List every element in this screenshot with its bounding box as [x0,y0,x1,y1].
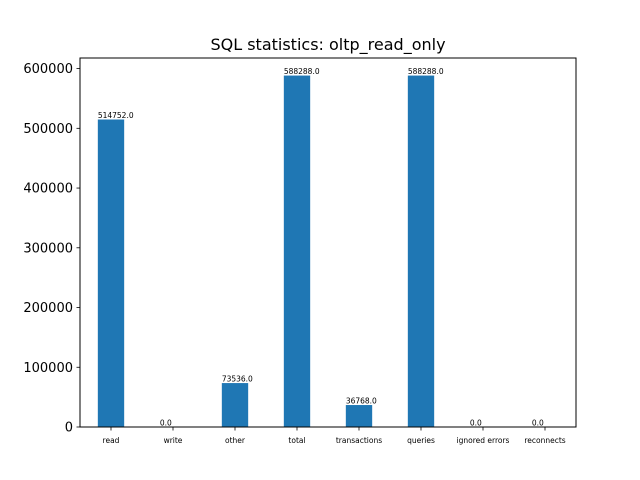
y-tick-label: 100000 [23,361,73,376]
plot-area-frame [79,57,577,428]
bars-layer [97,75,435,427]
bar-other [221,383,249,427]
y-tick-label: 400000 [23,182,73,197]
bar-value-label-transactions: 36768.0 [346,397,377,406]
y-tick-label: 300000 [23,241,73,256]
x-axis: read write other total transactions queries ig… [103,427,566,445]
bar-value-label-queries: 588288.0 [408,67,444,76]
bar-value-label-read: 514752.0 [98,111,134,120]
x-tick-label-other: other [225,436,246,445]
x-tick-label-transactions: transactions [336,436,382,445]
bar-value-label-other: 73536.0 [222,375,253,384]
bar-read [97,119,125,427]
bar-transactions [345,405,373,427]
x-tick-label-read: read [103,436,120,445]
x-tick-label-ignored-errors: ignored errors [457,436,510,445]
x-tick-label-reconnects: reconnects [524,436,565,445]
bar-total [283,75,311,427]
x-tick-label-total: total [288,436,305,445]
bar-value-label-write: 0.0 [160,419,172,428]
bar-value-label-reconnects: 0.0 [532,419,544,428]
y-axis: 0 100000 200000 300000 400000 500000 600000 [23,62,80,436]
bar-queries [407,75,435,427]
bar-value-label-total: 588288.0 [284,67,320,76]
x-tick-label-queries: queries [407,436,435,445]
chart-title: SQL statistics: oltp_read_only [210,35,445,55]
y-tick-label: 500000 [23,122,73,137]
value-labels-layer: 514752.0 0.0 73536.0 588288.0 36768.0 588288.… [98,67,544,427]
x-tick-label-write: write [164,436,183,445]
bar-value-label-ignored-errors: 0.0 [470,419,482,428]
y-tick-label: 600000 [23,62,73,77]
y-tick-label: 200000 [23,301,73,316]
y-tick-label: 0 [65,421,73,436]
